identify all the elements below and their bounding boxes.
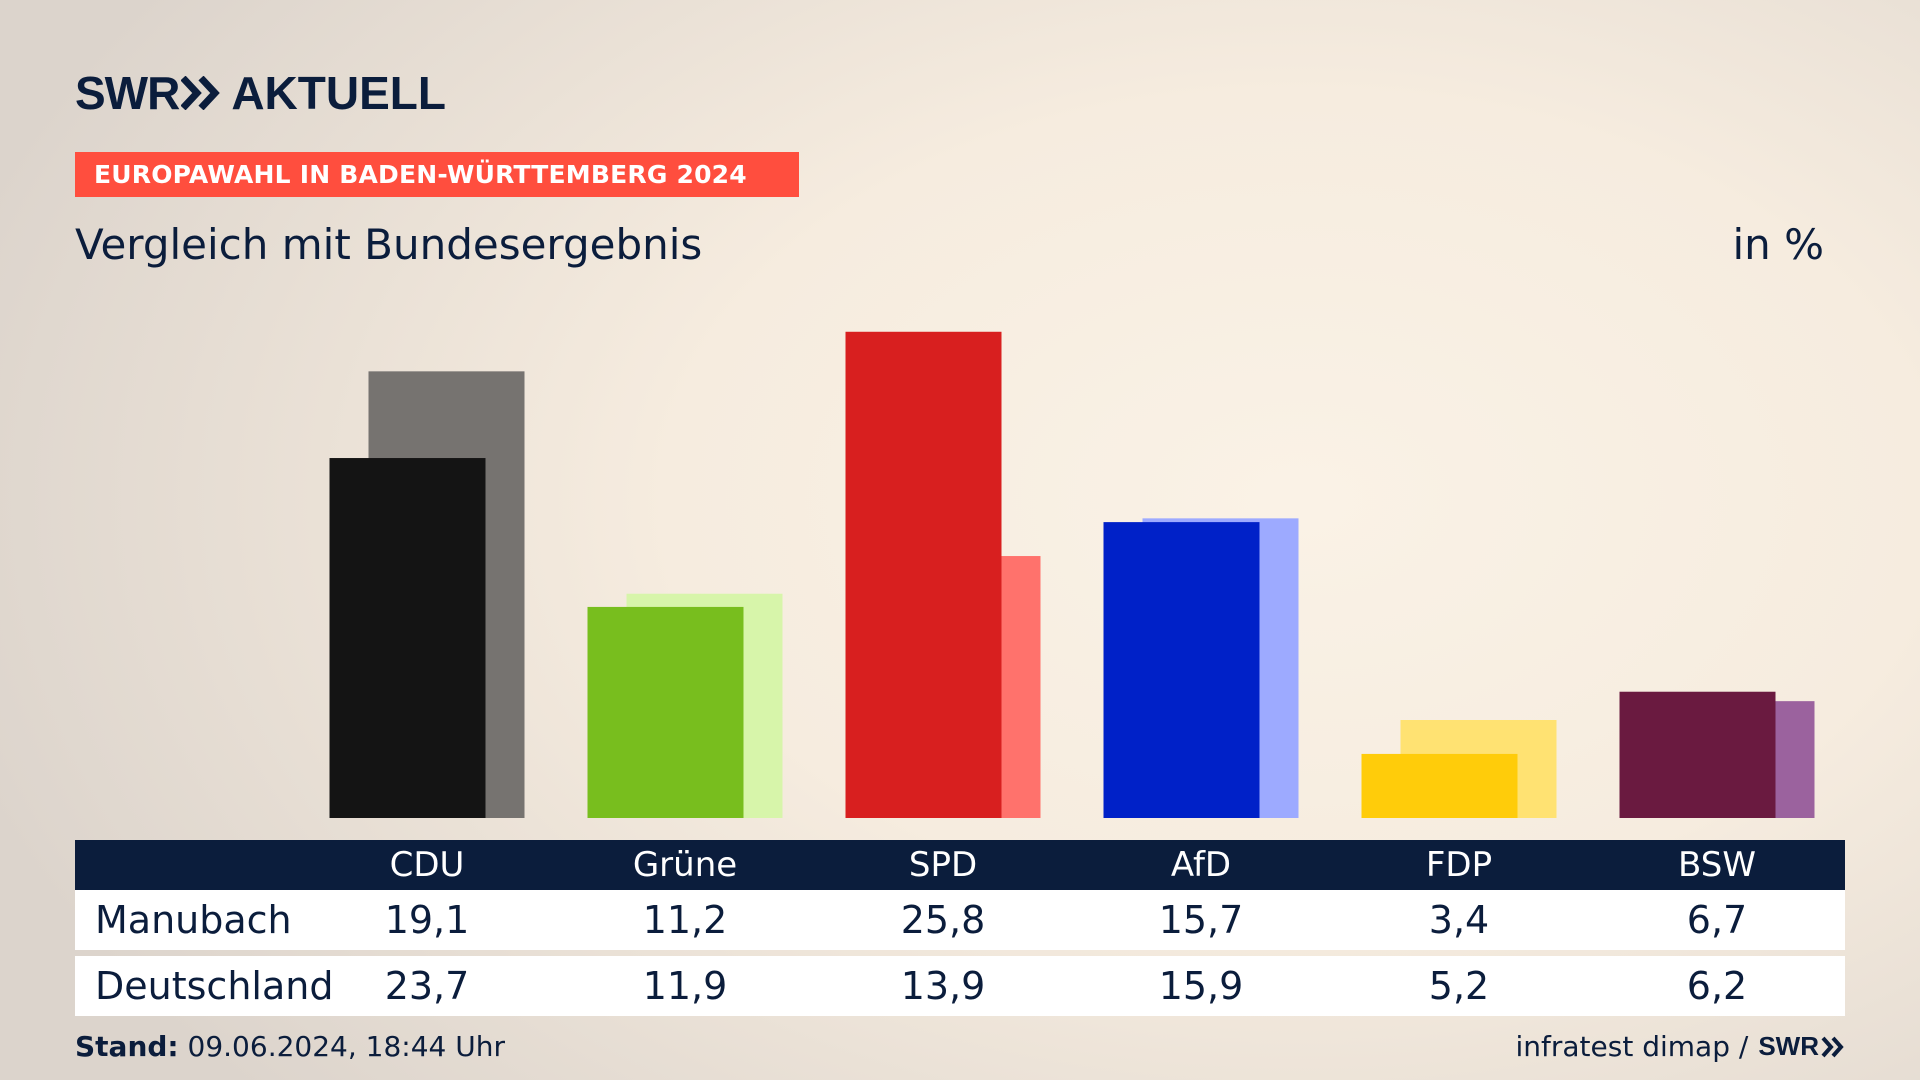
bar-local-afd (1103, 522, 1260, 818)
party-header-fdp: FDP (1425, 845, 1493, 885)
value-local-gr-ne: 11,2 (642, 898, 728, 942)
value-federal-bsw: 6,2 (1686, 964, 1748, 1008)
value-federal-fdp: 5,2 (1428, 964, 1490, 1008)
party-header-afd: AfD (1170, 845, 1232, 885)
bar-chart (329, 331, 1815, 818)
election-banner: EUROPAWAHL IN BADEN-WÜRTTEMBERG 2024 (75, 152, 799, 197)
value-federal-cdu: 23,7 (384, 964, 470, 1008)
row-label-local: Manubach (95, 898, 292, 942)
value-federal-afd: 15,9 (1158, 964, 1244, 1008)
double-chevron-icon (181, 76, 221, 110)
chart-subtitle: Vergleich mit Bundesergebnis (75, 220, 703, 269)
double-chevron-icon (1821, 1036, 1844, 1057)
value-federal-spd: 13,9 (900, 964, 986, 1008)
bar-local-gr-ne (587, 606, 744, 818)
swr-aktuell-logo: SWR AKTUELL (75, 66, 446, 120)
stand-value: 09.06.2024, 18:44 Uhr (187, 1030, 505, 1063)
value-local-cdu: 19,1 (384, 898, 470, 942)
bar-local-fdp (1361, 753, 1518, 818)
row-label-federal: Deutschland (95, 964, 334, 1008)
value-local-fdp: 3,4 (1428, 898, 1490, 942)
party-header-spd: SPD (908, 845, 978, 885)
source: infratest dimap / SWR (1516, 1030, 1846, 1063)
unit-label: in % (1732, 220, 1824, 269)
aktuell-wordmark: AKTUELL (231, 67, 446, 119)
table-row: Manubach 19,1 11,2 25,8 15,7 3,4 6,7 (75, 890, 1845, 950)
value-local-bsw: 6,7 (1686, 898, 1748, 942)
party-header-cdu: CDU (389, 845, 465, 885)
table-header: CDU Grüne SPD AfD FDP BSW (75, 840, 1845, 890)
party-header-gr-ne: Grüne (632, 845, 738, 885)
bar-local-spd (845, 331, 1002, 818)
bar-local-cdu (329, 458, 486, 818)
swr-wordmark: SWR (75, 67, 180, 119)
swr-small-wordmark: SWR (1758, 1031, 1819, 1061)
table-row: Deutschland 23,7 11,9 13,9 15,9 5,2 6,2 (75, 956, 1845, 1016)
results-table: CDU Grüne SPD AfD FDP BSW Manubach 19,1 11,2 25… (75, 840, 1845, 1016)
party-header-bsw: BSW (1678, 845, 1756, 885)
value-local-spd: 25,8 (900, 898, 986, 942)
value-federal-gr-ne: 11,9 (642, 964, 728, 1008)
bar-local-bsw (1619, 691, 1776, 818)
stand-label: Stand: (75, 1030, 179, 1063)
value-local-afd: 15,7 (1158, 898, 1244, 942)
source-text: infratest dimap / (1515, 1030, 1749, 1063)
timestamp: Stand: 09.06.2024, 18:44 Uhr (75, 1030, 505, 1063)
